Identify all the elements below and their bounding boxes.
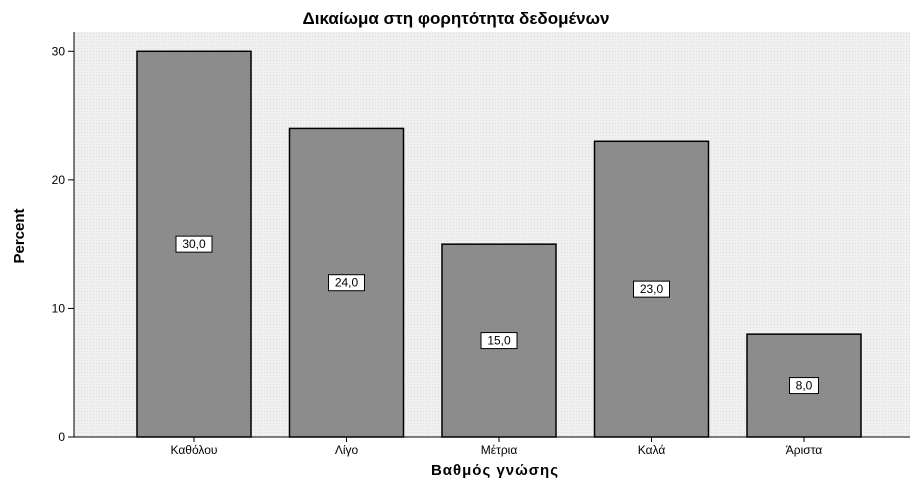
x-tick-label-3: Μέτρια [481,443,518,457]
data-label-3: 15,0 [487,334,511,348]
data-label-box-3 [480,332,518,350]
x-axis-label: Βαθμός γνώσης [431,462,559,479]
x-tick-label-4: Καλά [638,443,666,457]
y-axis-label: Percent [11,208,28,263]
data-label-box-1 [175,235,213,253]
bars-group: 30,0 24,0 15,0 23,0 8,0 [136,50,862,438]
x-tick-label-5: Άριστα [786,443,822,457]
data-label-5: 8,0 [796,379,813,393]
data-label-2: 24,0 [335,276,359,290]
data-label-box-5 [789,377,819,395]
x-tick-label-2: Λίγο [335,443,359,457]
data-label-1: 30,0 [182,237,206,251]
chart-title: Δικαίωμα στη φορητότητα δεδομένων [303,9,610,28]
y-tick-label-30: 30 [52,44,66,58]
axes-group: Καθόλου Λίγο Μέτρια Καλά Άριστα 0 10 20 30 [52,32,910,457]
y-tick-label-0: 0 [58,430,65,444]
data-label-box-4 [633,280,670,298]
data-label-box-2 [328,274,365,292]
data-label-4: 23,0 [640,282,664,296]
y-tick-label-10: 10 [52,301,66,315]
x-tick-label-1: Καθόλου [171,443,218,457]
y-tick-label-20: 20 [52,173,66,187]
